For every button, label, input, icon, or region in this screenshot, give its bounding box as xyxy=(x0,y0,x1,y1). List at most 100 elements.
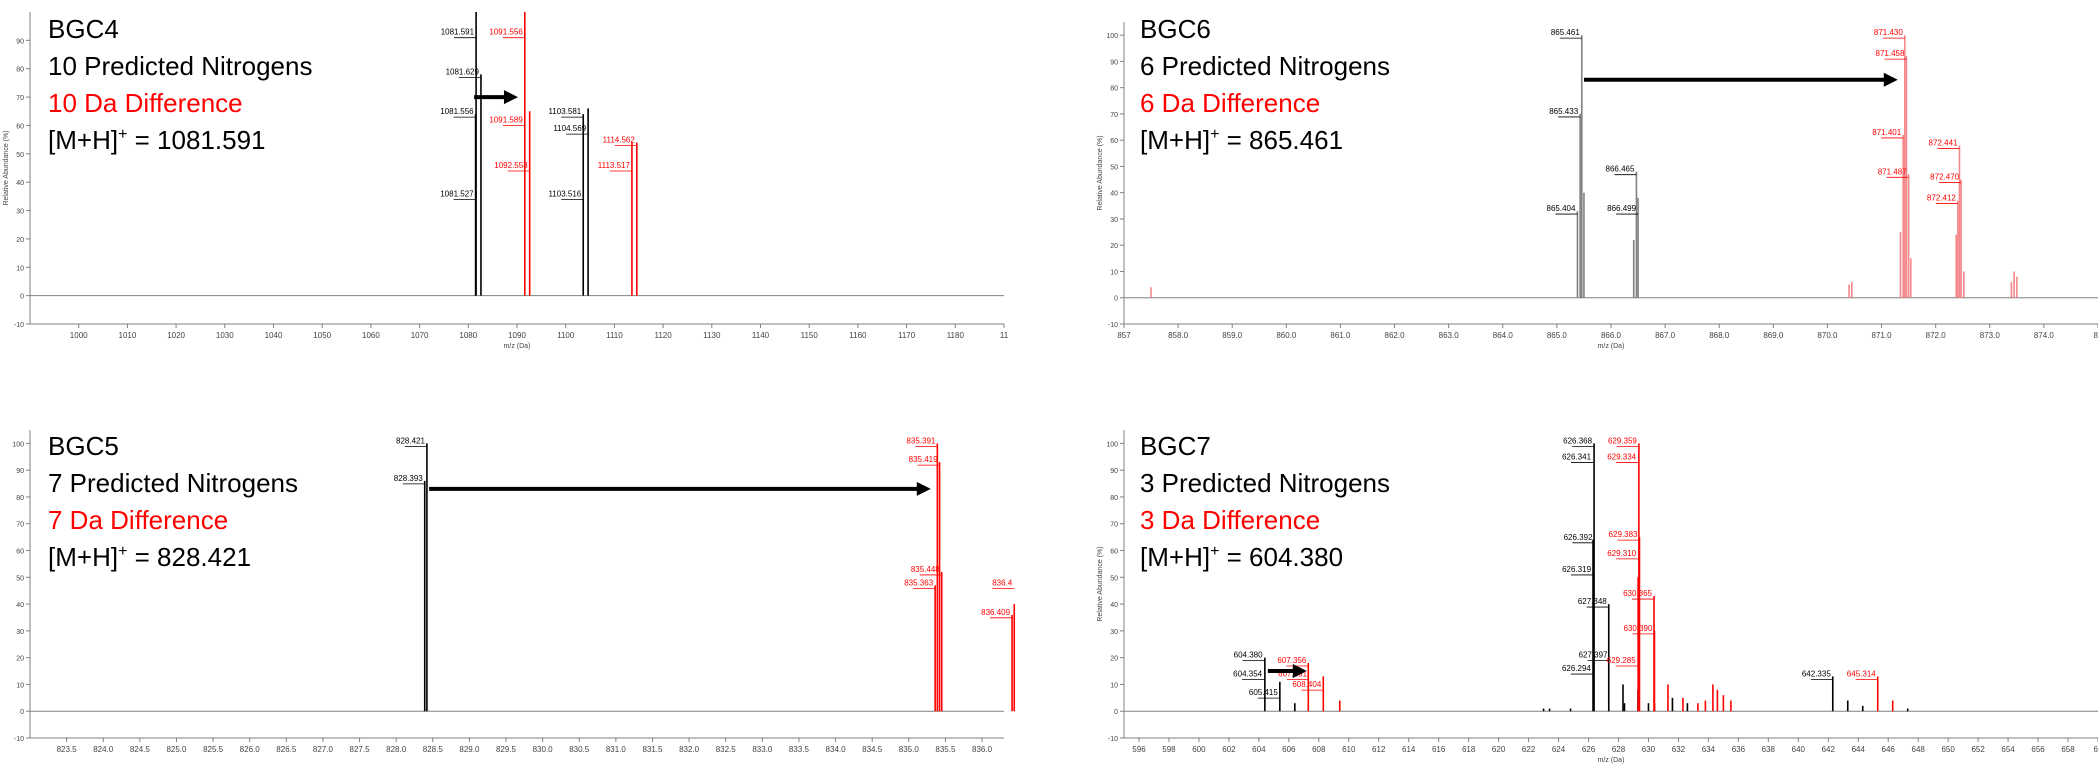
x-tick-label: 656 xyxy=(2031,745,2045,754)
peak-label: 1081.527 xyxy=(440,189,474,198)
x-tick-label: 1060 xyxy=(362,331,380,340)
y-tick-label: 10 xyxy=(1110,269,1118,276)
mh-value: [M+H]+ = 865.461 xyxy=(1140,125,1343,155)
x-tick-label: 1150 xyxy=(801,331,819,340)
x-tick-label: 1030 xyxy=(216,331,234,340)
x-tick-label: 873.0 xyxy=(1980,331,2001,340)
x-tick-label: 618 xyxy=(1462,745,1476,754)
peak-label: 626.294 xyxy=(1562,664,1591,673)
x-tick-label: 616 xyxy=(1432,745,1446,754)
x-tick-label: 620 xyxy=(1492,745,1506,754)
y-tick-label: 20 xyxy=(16,656,24,663)
x-tick-label: 826.5 xyxy=(276,745,297,754)
da-difference: 3 Da Difference xyxy=(1140,505,1320,535)
y-tick-label: 0 xyxy=(1114,296,1118,303)
peak-label: 865.461 xyxy=(1551,28,1580,37)
peak-label: 1103.581 xyxy=(548,107,581,116)
x-tick-label: 636 xyxy=(1732,745,1746,754)
y-tick-label: 100 xyxy=(1106,33,1118,40)
x-tick-label: 831.0 xyxy=(606,745,627,754)
y-tick-label: 30 xyxy=(1110,217,1118,224)
y-tick-label: 50 xyxy=(16,575,24,582)
y-tick-label: -10 xyxy=(14,736,24,743)
arrow-head xyxy=(1883,72,1898,87)
peak-label: 1081.629 xyxy=(446,67,480,76)
peak-label: 629.383 xyxy=(1609,530,1638,539)
x-tick-label: 870.0 xyxy=(1817,331,1838,340)
y-tick-label: 100 xyxy=(12,441,24,448)
x-tick-label: 654 xyxy=(2001,745,2015,754)
x-tick-label: 833.0 xyxy=(752,745,773,754)
x-tick-label: 658 xyxy=(2061,745,2075,754)
x-tick-label: 652 xyxy=(1971,745,1985,754)
x-tick-label: 1110 xyxy=(606,331,623,340)
y-tick-label: 90 xyxy=(1110,59,1118,66)
y-tick-label: 90 xyxy=(16,468,24,475)
x-tick-label: 628 xyxy=(1612,745,1626,754)
x-tick-label: 830.5 xyxy=(569,745,590,754)
x-tick-label: 857 xyxy=(1117,331,1131,340)
x-tick-label: 1130 xyxy=(703,331,721,340)
y-tick-label: 30 xyxy=(1110,629,1118,636)
x-tick-label: 638 xyxy=(1762,745,1776,754)
x-tick-label: 828.0 xyxy=(386,745,407,754)
peak-label: 629.334 xyxy=(1607,452,1636,461)
x-tick-label: 830.0 xyxy=(533,745,554,754)
peak-label: 626.368 xyxy=(1563,436,1592,445)
peak-label: 1081.591 xyxy=(441,28,475,37)
y-tick-label: 50 xyxy=(1110,164,1118,171)
peak-label: 872.470 xyxy=(1930,173,1959,182)
x-tick-label: 825.5 xyxy=(203,745,224,754)
x-tick-label: 864.0 xyxy=(1493,331,1514,340)
y-tick-label: 60 xyxy=(16,549,24,556)
x-tick-label: 863.0 xyxy=(1439,331,1460,340)
x-tick-label: 1020 xyxy=(167,331,185,340)
x-tick-label: 614 xyxy=(1402,745,1416,754)
y-tick-label: 40 xyxy=(1110,191,1118,198)
peak-label: 626.319 xyxy=(1562,565,1591,574)
y-tick-label: 20 xyxy=(1110,243,1118,250)
x-tick-label: 829.0 xyxy=(459,745,480,754)
x-tick-label: 860.0 xyxy=(1276,331,1297,340)
peak-label: 629.285 xyxy=(1607,656,1636,665)
x-tick-label: 823.5 xyxy=(57,745,78,754)
peak-label: 872.441 xyxy=(1929,138,1958,147)
peak-label: 629.310 xyxy=(1607,549,1636,558)
x-tick-label: 632 xyxy=(1672,745,1686,754)
x-tick-label: 598 xyxy=(1162,745,1176,754)
y-tick-label: 70 xyxy=(16,522,24,529)
x-tick-label: 1170 xyxy=(898,331,916,340)
y-tick-label: 90 xyxy=(1110,468,1118,475)
arrow-head xyxy=(1292,664,1307,679)
peak-label: 835.391 xyxy=(906,436,935,445)
peak-label: 605.415 xyxy=(1249,688,1278,697)
panel-title: BGC4 xyxy=(48,14,119,44)
mh-value: [M+H]+ = 1081.591 xyxy=(48,125,266,155)
peak-label: 866.465 xyxy=(1606,165,1635,174)
x-tick-label: 1090 xyxy=(508,331,526,340)
spectrum-panel-bgc7: -10 0 10 20 30 40 50 60 70 80 90 100 596 598 600 602 604… xyxy=(1097,430,2098,764)
peak-label: 630.365 xyxy=(1623,589,1652,598)
y-tick-label: 70 xyxy=(1110,112,1118,119)
peak-label: 604.380 xyxy=(1234,651,1263,660)
peak-label: 627.397 xyxy=(1579,651,1608,660)
peak-label: 607.356 xyxy=(1277,656,1306,665)
x-tick-label: 1050 xyxy=(313,331,331,340)
peak-label: 626.392 xyxy=(1564,533,1593,542)
x-tick-label: 826.0 xyxy=(240,745,261,754)
y-tick-label: -10 xyxy=(1108,322,1118,329)
x-tick-label: 622 xyxy=(1522,745,1536,754)
y-tick-label: 80 xyxy=(1110,495,1118,502)
x-tick-label: 827.0 xyxy=(313,745,334,754)
x-tick-label: 861.0 xyxy=(1330,331,1351,340)
x-tick-label: 868.0 xyxy=(1709,331,1730,340)
y-tick-label: 10 xyxy=(16,682,24,689)
x-tick-label: 867.0 xyxy=(1655,331,1676,340)
peak-label: 871.458 xyxy=(1876,49,1905,58)
x-tick-label: 1100 xyxy=(557,331,575,340)
y-tick-label: -10 xyxy=(14,322,24,329)
x-axis-label: m/z (Da) xyxy=(504,343,531,350)
spectrum-panel-bgc5: -10 0 10 20 30 40 50 60 70 80 90 100 823.5 824.0 824.5… xyxy=(12,430,1016,754)
y-tick-label: 50 xyxy=(1110,575,1118,582)
x-tick-label: 858.0 xyxy=(1168,331,1189,340)
